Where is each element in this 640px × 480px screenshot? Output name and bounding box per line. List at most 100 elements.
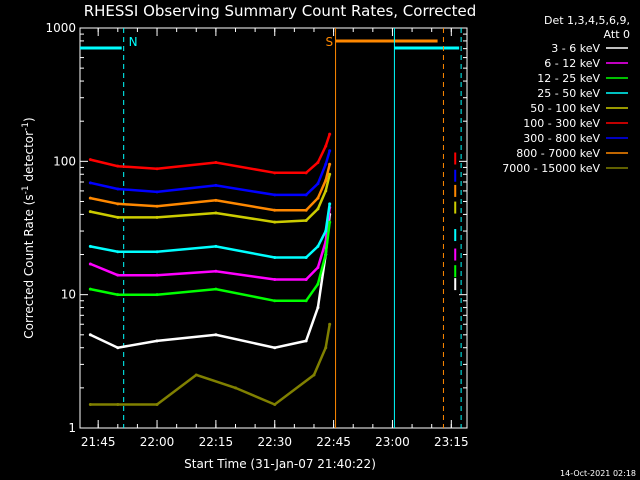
chart-title: RHESSI Observing Summary Count Rates, Co… [84,2,477,20]
series-point [328,149,332,153]
marker-label-S: S [326,35,334,49]
legend-label: 6 - 12 keV [544,57,600,70]
series-point [194,373,198,377]
series-point [88,196,92,200]
series-point [155,293,159,297]
series-point [88,244,92,248]
legend-header-1: Det 1,3,4,5,6,9, [544,14,630,27]
series-point [214,333,218,337]
series-point [324,178,328,182]
series-point [324,189,328,193]
series-point [234,386,238,390]
series-point [155,204,159,208]
series-point [304,255,308,259]
series-point [304,193,308,197]
series-line [90,221,331,303]
legend-label: 7000 - 15000 keV [502,162,600,175]
series-point [324,162,328,166]
series-point [116,273,120,277]
series-point [88,158,92,162]
series-point [116,346,120,350]
series-point [324,253,328,257]
series-point [304,218,308,222]
series-point [273,403,277,407]
series-point [88,181,92,185]
series-point [88,262,92,266]
ylabel-prefix: Corrected Count Rate (s [22,194,36,338]
series-point [328,132,332,136]
legend-label: 50 - 100 keV [530,102,600,115]
legend-label: 300 - 800 keV [523,132,600,145]
series-point [155,215,159,219]
series-point [273,171,277,175]
series-point [273,193,277,197]
legend-header-2: Att 0 [604,28,630,41]
y-tick-labels: 1 10 100 1000 [45,21,76,435]
y-tick-label: 10 [61,288,76,302]
x-tick-label: 22:30 [257,435,292,449]
series-point [88,287,92,291]
ylabel-sup2: -1 [21,122,31,131]
series-point [273,299,277,303]
series-point [316,182,320,186]
series-point [312,373,316,377]
series-point [304,299,308,303]
series-line [90,174,331,224]
series-point [155,167,159,171]
series-point [273,255,277,259]
series-point [214,244,218,248]
series-point [116,403,120,407]
series-point [214,211,218,215]
series-point [273,208,277,212]
series-line [89,214,331,349]
series-point [316,207,320,211]
series-point [273,277,277,281]
x-tick-label: 22:00 [140,435,175,449]
series-point [116,293,120,297]
series-point [116,202,120,206]
legend-label: 12 - 25 keV [537,72,600,85]
y-tick-label: 1 [68,421,76,435]
legend-label: 100 - 300 keV [523,117,600,130]
series-point [88,333,92,337]
y-tick-label: 1000 [45,21,76,35]
ylabel-suffix: ) [22,117,36,122]
x-tick-label: 21:45 [81,435,116,449]
axis-ticks [80,27,467,429]
y-tick-label: 100 [53,154,76,168]
series-point [116,164,120,168]
series-point [328,172,332,176]
series-point [316,306,320,310]
series-point [328,220,332,224]
series-point [155,339,159,343]
series-point [328,162,332,166]
series-point [155,273,159,277]
series-point [214,269,218,273]
series-point [316,265,320,269]
x-axis-label: Start Time (31-Jan-07 21:40:22) [184,457,376,471]
ylabel-mid: detector [22,131,36,186]
series-point [155,250,159,254]
legend: 3 - 6 keV 6 - 12 keV 12 - 25 keV 25 - 50 ke… [502,42,628,175]
series-point [316,282,320,286]
series-point [328,202,332,206]
series-point [324,144,328,148]
series-point [273,220,277,224]
series-point [88,210,92,214]
series-point [116,250,120,254]
series-point [304,339,308,343]
x-tick-label: 22:45 [316,435,351,449]
x-tick-label: 23:00 [375,435,410,449]
series-point [214,287,218,291]
series-point [88,403,92,407]
y-axis-label: Corrected Count Rate (s-1 detector-1) [21,117,36,338]
ylabel-sup1: -1 [21,185,31,194]
series-point [304,208,308,212]
series-point [316,161,320,165]
series-point [316,244,320,248]
x-tick-labels: 21:45 22:00 22:15 22:30 22:45 23:00 23:15 [81,435,469,449]
series-point [116,215,120,219]
series-point [214,161,218,165]
